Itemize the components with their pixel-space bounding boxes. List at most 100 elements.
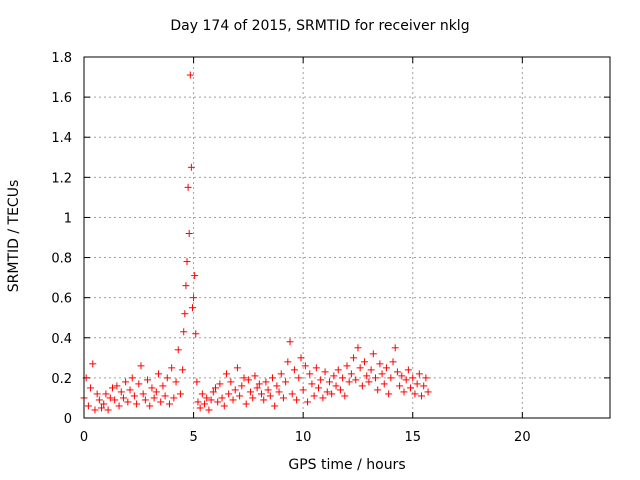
data-point (186, 71, 194, 79)
y-tick-label: 0.4 (51, 332, 72, 347)
data-point (181, 310, 189, 318)
data-point (299, 386, 307, 394)
data-point (201, 400, 209, 408)
data-point (249, 394, 257, 402)
x-tick-label: 20 (514, 430, 531, 445)
data-point (356, 364, 364, 372)
data-point (187, 163, 195, 171)
data-point (157, 398, 165, 406)
data-point (161, 392, 169, 400)
data-point (393, 368, 401, 376)
data-point (106, 394, 114, 402)
data-point (209, 388, 217, 396)
data-point (268, 374, 276, 382)
data-point (87, 384, 95, 392)
y-tick-label: 1 (64, 211, 72, 226)
data-point (293, 396, 301, 404)
data-point (122, 378, 130, 386)
data-point (323, 388, 331, 396)
data-point (264, 386, 272, 394)
data-point (378, 370, 386, 378)
data-point (182, 282, 190, 290)
data-point (413, 380, 421, 388)
x-axis-label: GPS time / hours (288, 457, 406, 473)
data-point (271, 402, 279, 410)
data-point (240, 374, 248, 382)
data-point (117, 388, 125, 396)
x-tick-label: 5 (189, 430, 197, 445)
x-tick-label: 0 (80, 430, 88, 445)
data-point (126, 386, 134, 394)
data-point (343, 362, 351, 370)
data-point (284, 358, 292, 366)
data-point (174, 346, 182, 354)
plot-frame (83, 56, 611, 419)
data-point (144, 376, 152, 384)
data-point (279, 394, 287, 402)
data-point (304, 398, 312, 406)
data-point (119, 394, 127, 402)
data-point (286, 338, 294, 346)
data-point (262, 378, 270, 386)
data-point (95, 396, 103, 404)
data-point (141, 396, 149, 404)
data-point (376, 360, 384, 368)
data-point (227, 378, 235, 386)
y-tick-label: 0 (64, 412, 72, 427)
data-point (319, 394, 327, 402)
data-point (290, 366, 298, 374)
data-point (139, 390, 147, 398)
data-point (404, 366, 412, 374)
data-point (387, 374, 395, 382)
data-point (98, 404, 106, 412)
data-point (222, 370, 230, 378)
data-point (148, 384, 156, 392)
data-point (347, 370, 355, 378)
data-point (133, 400, 141, 408)
data-point (407, 384, 415, 392)
data-point (163, 374, 171, 382)
data-point (238, 382, 246, 390)
data-point (420, 382, 428, 390)
data-point (115, 402, 123, 410)
data-point (124, 398, 132, 406)
data-point (336, 386, 344, 394)
data-point (409, 374, 417, 382)
data-point (185, 229, 193, 237)
data-point (191, 272, 199, 280)
data-point (325, 378, 333, 386)
data-point (190, 294, 198, 302)
data-point (321, 368, 329, 376)
data-point (229, 396, 237, 404)
data-point (308, 380, 316, 388)
data-point (205, 406, 213, 414)
data-point (317, 376, 325, 384)
data-point (170, 394, 178, 402)
data-point (159, 382, 167, 390)
data-point (152, 388, 160, 396)
data-point (198, 390, 206, 398)
y-tick-label: 0.8 (51, 252, 72, 267)
data-point (233, 364, 241, 372)
data-point (334, 366, 342, 374)
data-point (155, 370, 163, 378)
data-point (260, 396, 268, 404)
data-point (135, 380, 143, 388)
data-point (354, 344, 362, 352)
data-point (251, 372, 259, 380)
data-point (352, 376, 360, 384)
data-point (247, 388, 255, 396)
data-point (424, 388, 432, 396)
data-point (130, 392, 138, 400)
data-point (306, 370, 314, 378)
data-point (165, 400, 173, 408)
data-point (363, 372, 371, 380)
data-point (297, 354, 305, 362)
data-point (301, 362, 309, 370)
data-point (341, 392, 349, 400)
data-point (183, 258, 191, 266)
data-point (330, 372, 338, 380)
data-point (361, 358, 369, 366)
data-point (391, 344, 399, 352)
